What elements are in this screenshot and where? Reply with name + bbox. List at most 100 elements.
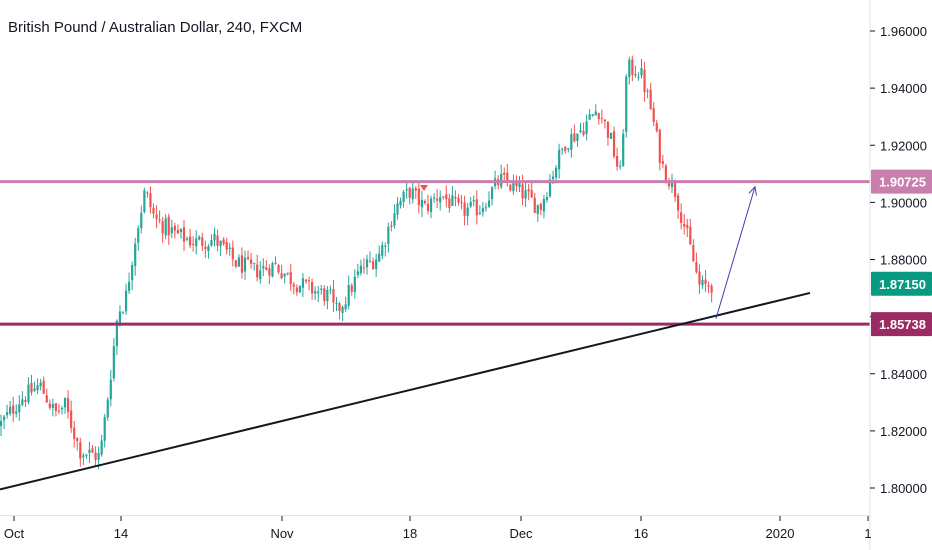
candle bbox=[487, 191, 491, 208]
candle-body bbox=[423, 200, 427, 204]
candle-body bbox=[341, 307, 344, 313]
candle-body bbox=[393, 213, 396, 226]
candle bbox=[228, 242, 231, 256]
candle-body bbox=[606, 122, 610, 138]
candle bbox=[689, 218, 692, 245]
candle-body bbox=[463, 202, 466, 216]
candle bbox=[341, 305, 344, 322]
candle bbox=[609, 132, 613, 140]
candle bbox=[594, 104, 597, 116]
y-tick-label: 1.96000 bbox=[880, 24, 927, 39]
candle-body bbox=[509, 184, 512, 191]
candle bbox=[128, 272, 131, 294]
candle-body bbox=[548, 179, 552, 197]
chart-title: British Pound / Australian Dollar, 240, … bbox=[8, 19, 302, 36]
candle bbox=[109, 369, 112, 407]
candle-body bbox=[36, 385, 39, 391]
candle bbox=[73, 420, 76, 448]
candle-body bbox=[551, 176, 555, 180]
candle bbox=[368, 251, 372, 263]
candle-body bbox=[307, 280, 311, 282]
candle-body bbox=[256, 264, 259, 278]
candle-body bbox=[652, 108, 655, 123]
candle bbox=[277, 264, 280, 275]
candle bbox=[640, 58, 643, 79]
candle bbox=[131, 261, 134, 290]
candle-body bbox=[234, 260, 237, 267]
candle-body bbox=[704, 279, 707, 285]
candle bbox=[655, 119, 658, 133]
candle-body bbox=[0, 420, 3, 426]
drawing-layer bbox=[0, 180, 870, 491]
candle bbox=[60, 405, 64, 415]
candle bbox=[649, 82, 652, 110]
candle-body bbox=[673, 182, 677, 198]
candle-body bbox=[484, 207, 488, 209]
candle bbox=[82, 453, 85, 466]
candle bbox=[234, 259, 237, 269]
candle-body bbox=[429, 198, 433, 213]
candle-body bbox=[158, 219, 161, 221]
candle-body bbox=[588, 114, 591, 120]
candle-body bbox=[201, 237, 204, 247]
candle-body bbox=[442, 196, 445, 198]
candle bbox=[353, 269, 356, 299]
candle bbox=[298, 285, 301, 293]
candle bbox=[527, 184, 530, 201]
candle bbox=[542, 194, 545, 219]
candle bbox=[182, 220, 186, 252]
candle-body bbox=[140, 212, 143, 229]
candle bbox=[265, 260, 268, 271]
candle bbox=[362, 258, 366, 274]
candle-body bbox=[131, 264, 134, 281]
candle bbox=[210, 234, 213, 247]
candle bbox=[189, 228, 192, 249]
candle bbox=[9, 400, 12, 416]
candle-body bbox=[320, 288, 323, 290]
candle-body bbox=[512, 181, 515, 192]
candle-body bbox=[277, 264, 280, 273]
candle-body bbox=[701, 279, 704, 286]
candle-body bbox=[289, 271, 292, 285]
candle-body bbox=[390, 225, 393, 227]
candle-body bbox=[585, 121, 588, 134]
candle bbox=[320, 284, 323, 295]
candle-body bbox=[259, 270, 262, 280]
candle-body bbox=[292, 284, 295, 287]
candle-body bbox=[311, 282, 314, 294]
candle-body bbox=[137, 228, 140, 243]
candle-body bbox=[51, 404, 54, 408]
candle bbox=[433, 193, 436, 203]
candle-body bbox=[555, 167, 558, 178]
candle-body bbox=[85, 454, 88, 456]
candle bbox=[167, 213, 170, 245]
candle bbox=[204, 240, 207, 259]
candle bbox=[307, 276, 311, 291]
candle bbox=[42, 376, 45, 394]
candle-body bbox=[237, 257, 240, 267]
x-tick-label: Nov bbox=[270, 526, 294, 541]
candle-body bbox=[216, 235, 219, 246]
candle bbox=[140, 205, 143, 234]
candle-body bbox=[262, 266, 265, 269]
candle bbox=[442, 196, 445, 200]
candle bbox=[457, 194, 460, 206]
candle-body bbox=[490, 187, 494, 200]
candle bbox=[195, 230, 198, 255]
candle-body bbox=[594, 111, 597, 116]
candle-body bbox=[219, 240, 222, 247]
candle bbox=[286, 272, 289, 276]
candle bbox=[207, 243, 210, 259]
trend-line[interactable] bbox=[0, 291, 811, 491]
candle bbox=[15, 404, 18, 418]
candle-body bbox=[213, 233, 216, 241]
projection-arrow[interactable] bbox=[715, 186, 756, 319]
candle bbox=[570, 128, 573, 158]
candle bbox=[472, 195, 475, 207]
candle bbox=[295, 284, 298, 296]
candle bbox=[686, 218, 689, 238]
candle bbox=[612, 126, 616, 159]
candle-body bbox=[253, 263, 256, 265]
arrow-head-icon bbox=[748, 185, 757, 196]
